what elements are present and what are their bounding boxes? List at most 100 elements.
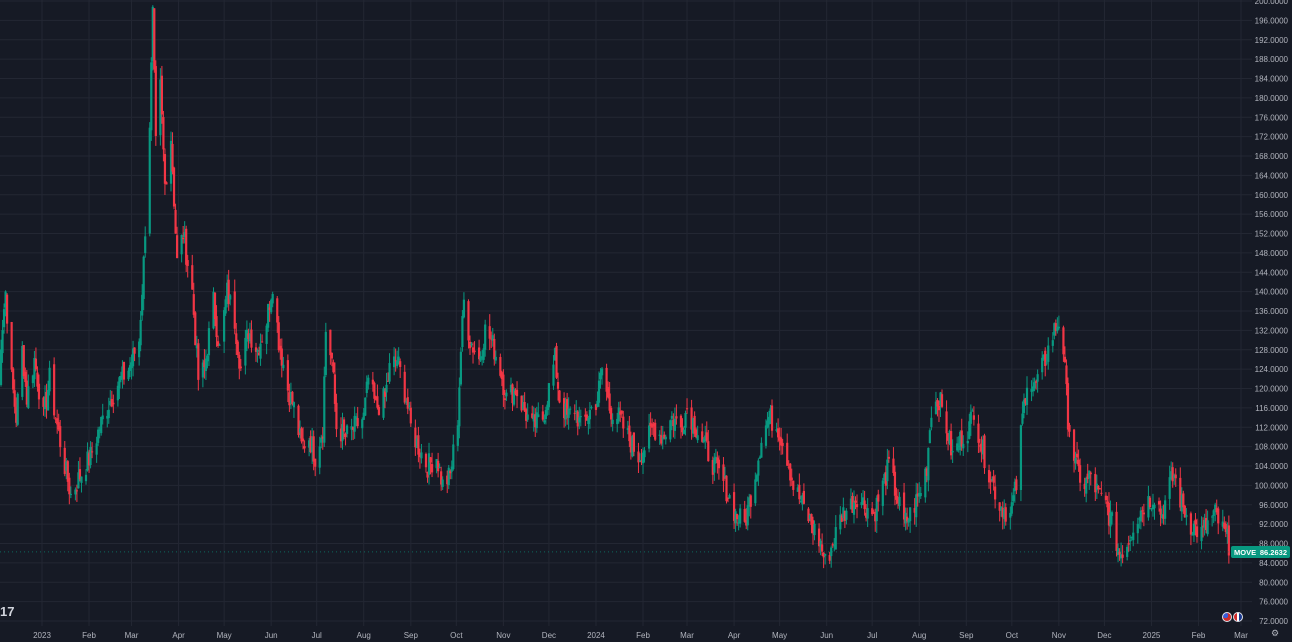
candle-body [1221,521,1224,527]
candle-body [764,425,768,446]
candle-body [364,397,367,416]
candle-body [616,418,619,425]
candle-body [270,299,273,313]
candle-body [54,418,57,420]
candle-body [813,523,816,536]
candle-body [353,415,356,432]
candle-body [758,457,761,459]
candle-body [915,494,918,518]
y-tick-label: 180.0000 [1255,94,1289,103]
candle-body [1136,523,1139,534]
y-tick-label: 148.0000 [1255,249,1289,258]
candle-body [723,475,727,477]
candle-body [2,309,6,328]
price-tag-value: 86.2632 [1259,547,1287,557]
candle-body [352,426,355,430]
candle-body [163,154,167,184]
x-tick-label: Apr [728,631,741,640]
candle-body [236,341,239,356]
y-tick-label: 140.0000 [1255,288,1289,297]
settings-icon[interactable]: ⚙ [1270,628,1280,638]
candle-body [282,364,285,369]
candle-body [5,294,9,324]
candle-body [637,451,640,463]
candle-body [620,410,623,414]
candle-body [314,458,317,467]
candle-body [833,545,836,547]
candle-body [165,182,168,185]
candle-body [112,402,115,405]
candle-body [907,519,910,523]
candle-body [345,425,349,434]
candle-body [872,511,875,514]
candle-body [1189,513,1193,535]
candle-body [441,479,444,487]
candle-body [46,389,50,411]
candle-body [605,367,608,392]
candle-body [1157,501,1161,505]
candle-body [611,419,614,425]
candle-body [141,294,144,316]
candle-body [547,383,551,408]
us-uk-flags-icon[interactable] [1222,612,1244,624]
candle-body [75,490,79,492]
candle-body [544,410,547,420]
candle-body [760,442,763,458]
candle-body [406,397,409,409]
candle-body [789,463,792,481]
candle-body [86,451,89,471]
candle-body [342,419,346,432]
candle-body [216,341,220,347]
candle-body [260,341,264,343]
candle-body [1054,323,1057,331]
y-tick-label: 88.0000 [1259,540,1288,549]
y-tick-label: 176.0000 [1255,113,1289,122]
candle-body [1031,386,1035,392]
candle-body [543,420,546,423]
candle-body [839,514,842,530]
candle-body [25,380,28,405]
candle-body [403,371,406,403]
candle-body [100,416,103,434]
candle-body [151,6,154,62]
candle-body [1068,424,1071,432]
candle-body [663,434,666,439]
candle-body [893,471,897,496]
candle-body [786,442,789,466]
candle-body [959,431,962,451]
candle-body [1089,472,1092,475]
candle-body [159,79,162,136]
candle-body [987,470,991,483]
candle-body [661,437,664,440]
x-tick-label: 2023 [33,631,51,640]
candle-body [175,235,179,259]
x-tick-label: Sep [404,631,419,640]
candle-body [1019,425,1023,490]
candle-body [172,167,176,207]
candle-body [1075,453,1079,458]
candle-body [807,508,810,522]
candle-body [887,456,890,459]
x-tick-label: Feb [1192,631,1206,640]
candle-body [385,384,388,393]
candle-body [855,504,859,508]
candle-body [1127,542,1130,545]
candle-body [787,466,790,468]
candle-body [863,500,866,510]
y-tick-label: 164.0000 [1255,171,1289,180]
x-tick-label: 2025 [1143,631,1161,640]
candle-body [218,344,221,346]
candle-body [537,414,540,417]
candle-body [1204,518,1208,531]
candle-body [1066,383,1070,430]
candle-body [819,540,822,547]
candle-body [904,512,907,524]
candle-body [690,407,693,430]
candle-body [754,479,757,504]
candle-body [652,423,655,427]
candle-body [1150,508,1153,510]
candle-body [63,447,66,474]
x-tick-label: Jul [867,631,877,640]
